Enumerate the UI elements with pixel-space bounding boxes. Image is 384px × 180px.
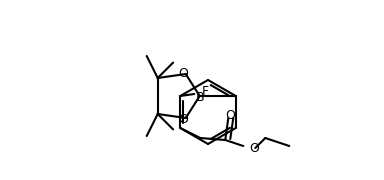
Text: O: O [178, 112, 188, 125]
Text: O: O [249, 141, 259, 154]
Text: O: O [225, 109, 235, 122]
Text: O: O [178, 66, 188, 80]
Text: B: B [195, 91, 204, 104]
Text: F: F [201, 84, 209, 98]
